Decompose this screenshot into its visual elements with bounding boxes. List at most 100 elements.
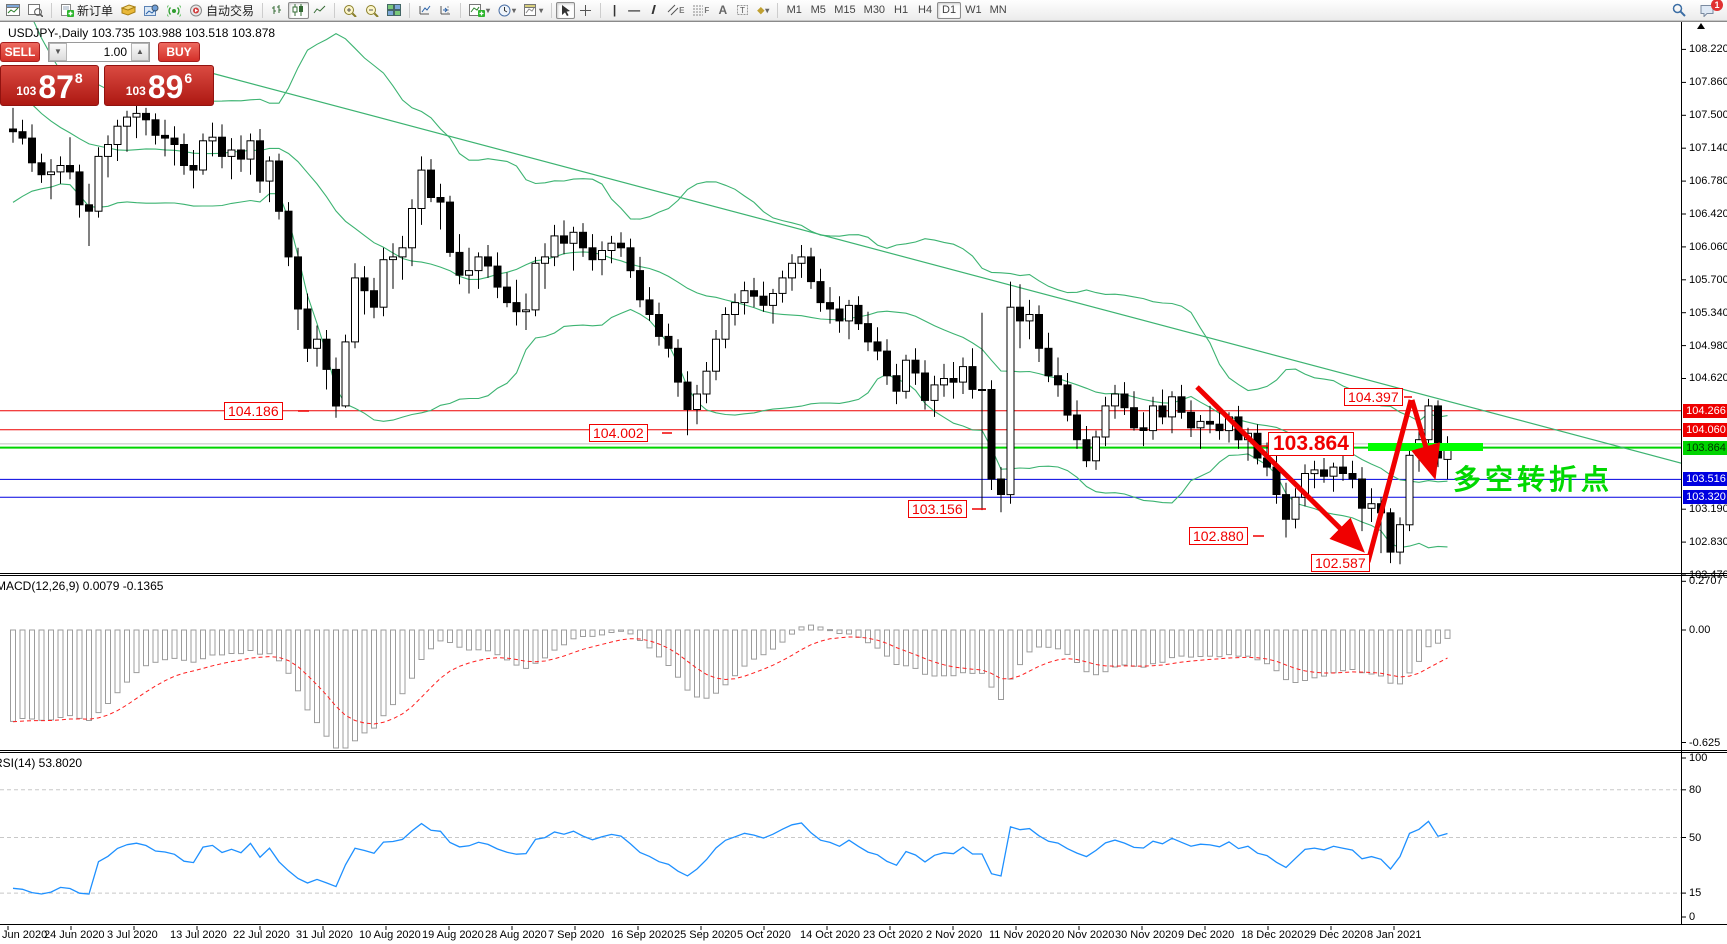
toolbar-separator bbox=[51, 2, 52, 18]
chart-annotation-label[interactable]: 103.156 bbox=[908, 500, 967, 518]
dropdown-icon: ▾ bbox=[486, 5, 491, 15]
chart-bars-icon[interactable] bbox=[267, 2, 288, 19]
channel-tool[interactable]: E bbox=[663, 2, 688, 19]
main-chart-pane[interactable] bbox=[0, 0, 1692, 565]
toolbar-separator bbox=[334, 2, 336, 18]
market-watch-icon[interactable] bbox=[140, 2, 163, 19]
chart-chinese-annotation[interactable]: 多空转折点 bbox=[1453, 464, 1614, 495]
volume-input[interactable] bbox=[67, 42, 131, 61]
notifications-icon[interactable]: 1 bbox=[1696, 0, 1723, 19]
price-level-tag[interactable]: 103.864 bbox=[1683, 441, 1727, 455]
chart-annotation-label[interactable]: 103.864 bbox=[1268, 432, 1354, 456]
rsi-pane[interactable] bbox=[0, 789, 1681, 895]
indicators-icon[interactable]: ▾ bbox=[465, 2, 494, 19]
chart-annotation-label[interactable]: 104.397 bbox=[1344, 388, 1403, 406]
descending-trendline[interactable] bbox=[199, 69, 1692, 466]
chart-line-icon[interactable] bbox=[309, 2, 330, 19]
price-axis-label: 108.220 bbox=[1689, 43, 1727, 55]
date-axis-label: 14 Oct 2020 bbox=[800, 929, 860, 941]
sell-price-pip: 8 bbox=[74, 70, 83, 86]
date-axis-label: 30 Nov 2020 bbox=[1115, 929, 1178, 941]
sell-price-main: 87 bbox=[38, 69, 74, 105]
horizontal-line-tool[interactable]: — bbox=[628, 3, 641, 17]
price-level-tag[interactable]: 103.320 bbox=[1683, 490, 1727, 504]
cursor-tool[interactable] bbox=[556, 1, 576, 19]
price-axis-label: 104.620 bbox=[1689, 372, 1727, 384]
volume-decrease-button[interactable]: ▼ bbox=[49, 42, 67, 61]
tab-timeframe-m30[interactable]: M30 bbox=[863, 4, 886, 16]
tab-timeframe-m5[interactable]: M5 bbox=[810, 4, 826, 16]
chart-annotation-label[interactable]: 104.002 bbox=[589, 424, 648, 442]
candlesticks bbox=[9, 104, 1452, 565]
date-axis-label: 29 Dec 2020 bbox=[1304, 929, 1367, 941]
metaeditor-icon[interactable] bbox=[117, 2, 140, 19]
fibonacci-tool[interactable]: F bbox=[688, 2, 713, 19]
price-axis-label: 104.980 bbox=[1689, 340, 1727, 352]
templates-icon[interactable]: ▾ bbox=[520, 2, 547, 19]
price-axis-label: 103.190 bbox=[1689, 503, 1727, 515]
arrows-tool[interactable]: ◆ ▾ bbox=[757, 4, 770, 15]
auto-arrange-icon[interactable] bbox=[414, 2, 435, 19]
text-label-tool[interactable]: T bbox=[732, 2, 753, 19]
channel-tool-letter: E bbox=[679, 5, 685, 15]
new-order-button[interactable]: 新订单 bbox=[56, 2, 117, 19]
toolbar-separator bbox=[777, 2, 779, 18]
tile-windows-icon[interactable] bbox=[383, 2, 405, 19]
tab-timeframe-d1[interactable]: D1 bbox=[937, 1, 962, 19]
price-level-tag[interactable]: 104.060 bbox=[1683, 423, 1727, 437]
periods-icon[interactable]: ▾ bbox=[494, 2, 520, 19]
sell-price-prefix: 103 bbox=[16, 84, 37, 98]
red-trend-arrow[interactable] bbox=[1195, 385, 1365, 553]
buy-button[interactable]: BUY bbox=[158, 41, 200, 62]
chart-shift-icon[interactable] bbox=[435, 2, 456, 19]
chart-annotation-label[interactable]: 102.587 bbox=[1311, 554, 1370, 572]
new-chart-icon[interactable] bbox=[2, 2, 24, 19]
price-level-tag[interactable]: 103.516 bbox=[1683, 472, 1727, 486]
red-trend-arrow[interactable] bbox=[1365, 399, 1414, 563]
tab-timeframe-mn[interactable]: MN bbox=[989, 4, 1007, 16]
date-axis-label: 24 Jun 2020 bbox=[44, 929, 105, 941]
rsi-axis-label: 100 bbox=[1689, 752, 1708, 764]
price-axis-label: 107.500 bbox=[1689, 109, 1727, 121]
date-axis-label: 22 Jul 2020 bbox=[233, 929, 290, 941]
scroll-to-end-marker bbox=[1697, 23, 1705, 29]
chart-annotation-label[interactable]: 104.186 bbox=[224, 402, 283, 420]
tab-timeframe-m1[interactable]: M1 bbox=[786, 4, 802, 16]
red-trend-arrow[interactable] bbox=[1409, 399, 1441, 480]
signals-icon[interactable] bbox=[163, 2, 185, 19]
date-axis-label: 8 Jan 2021 bbox=[1367, 929, 1422, 941]
date-axis-label: 20 Nov 2020 bbox=[1052, 929, 1115, 941]
new-order-label: 新订单 bbox=[77, 3, 114, 18]
zoom-in-icon[interactable] bbox=[339, 2, 361, 19]
zoom-out-icon[interactable] bbox=[361, 2, 383, 19]
volume-increase-button[interactable]: ▲ bbox=[131, 42, 149, 61]
macd-pane[interactable] bbox=[10, 624, 1451, 749]
autotrading-button[interactable]: 自动交易 bbox=[185, 2, 258, 19]
trendline-tool[interactable]: / bbox=[651, 3, 656, 17]
tab-timeframe-w1[interactable]: W1 bbox=[965, 4, 982, 16]
price-axis-label: 106.420 bbox=[1689, 208, 1727, 220]
dropdown-icon: ▾ bbox=[512, 5, 517, 15]
sell-button[interactable]: SELL bbox=[0, 41, 40, 62]
buy-price-box[interactable]: 103 89 6 bbox=[104, 65, 214, 106]
crosshair-tool[interactable] bbox=[575, 2, 596, 19]
tab-timeframe-h4[interactable]: H4 bbox=[918, 4, 933, 16]
vertical-line-tool[interactable]: | bbox=[612, 3, 617, 17]
notification-badge: 1 bbox=[1711, 0, 1723, 11]
text-tool[interactable]: A bbox=[718, 3, 728, 17]
dropdown-icon: ▾ bbox=[539, 5, 544, 15]
chart-annotation-label[interactable]: 102.880 bbox=[1189, 527, 1248, 545]
sell-price-box[interactable]: 103 87 8 bbox=[0, 65, 99, 106]
toolbar-separator bbox=[460, 2, 462, 18]
rsi-axis-label: 50 bbox=[1689, 832, 1702, 844]
chart-profiles-icon[interactable] bbox=[24, 2, 47, 19]
buy-price-main: 89 bbox=[147, 69, 184, 105]
search-icon[interactable] bbox=[1668, 2, 1690, 19]
tab-timeframe-h1[interactable]: H1 bbox=[894, 4, 909, 16]
chart-candles-icon[interactable] bbox=[288, 1, 310, 19]
date-axis-label: 2 Nov 2020 bbox=[926, 929, 983, 941]
tab-timeframe-m15[interactable]: M15 bbox=[834, 4, 856, 16]
price-level-tag[interactable]: 104.266 bbox=[1683, 404, 1727, 418]
autotrading-label: 自动交易 bbox=[206, 3, 255, 18]
